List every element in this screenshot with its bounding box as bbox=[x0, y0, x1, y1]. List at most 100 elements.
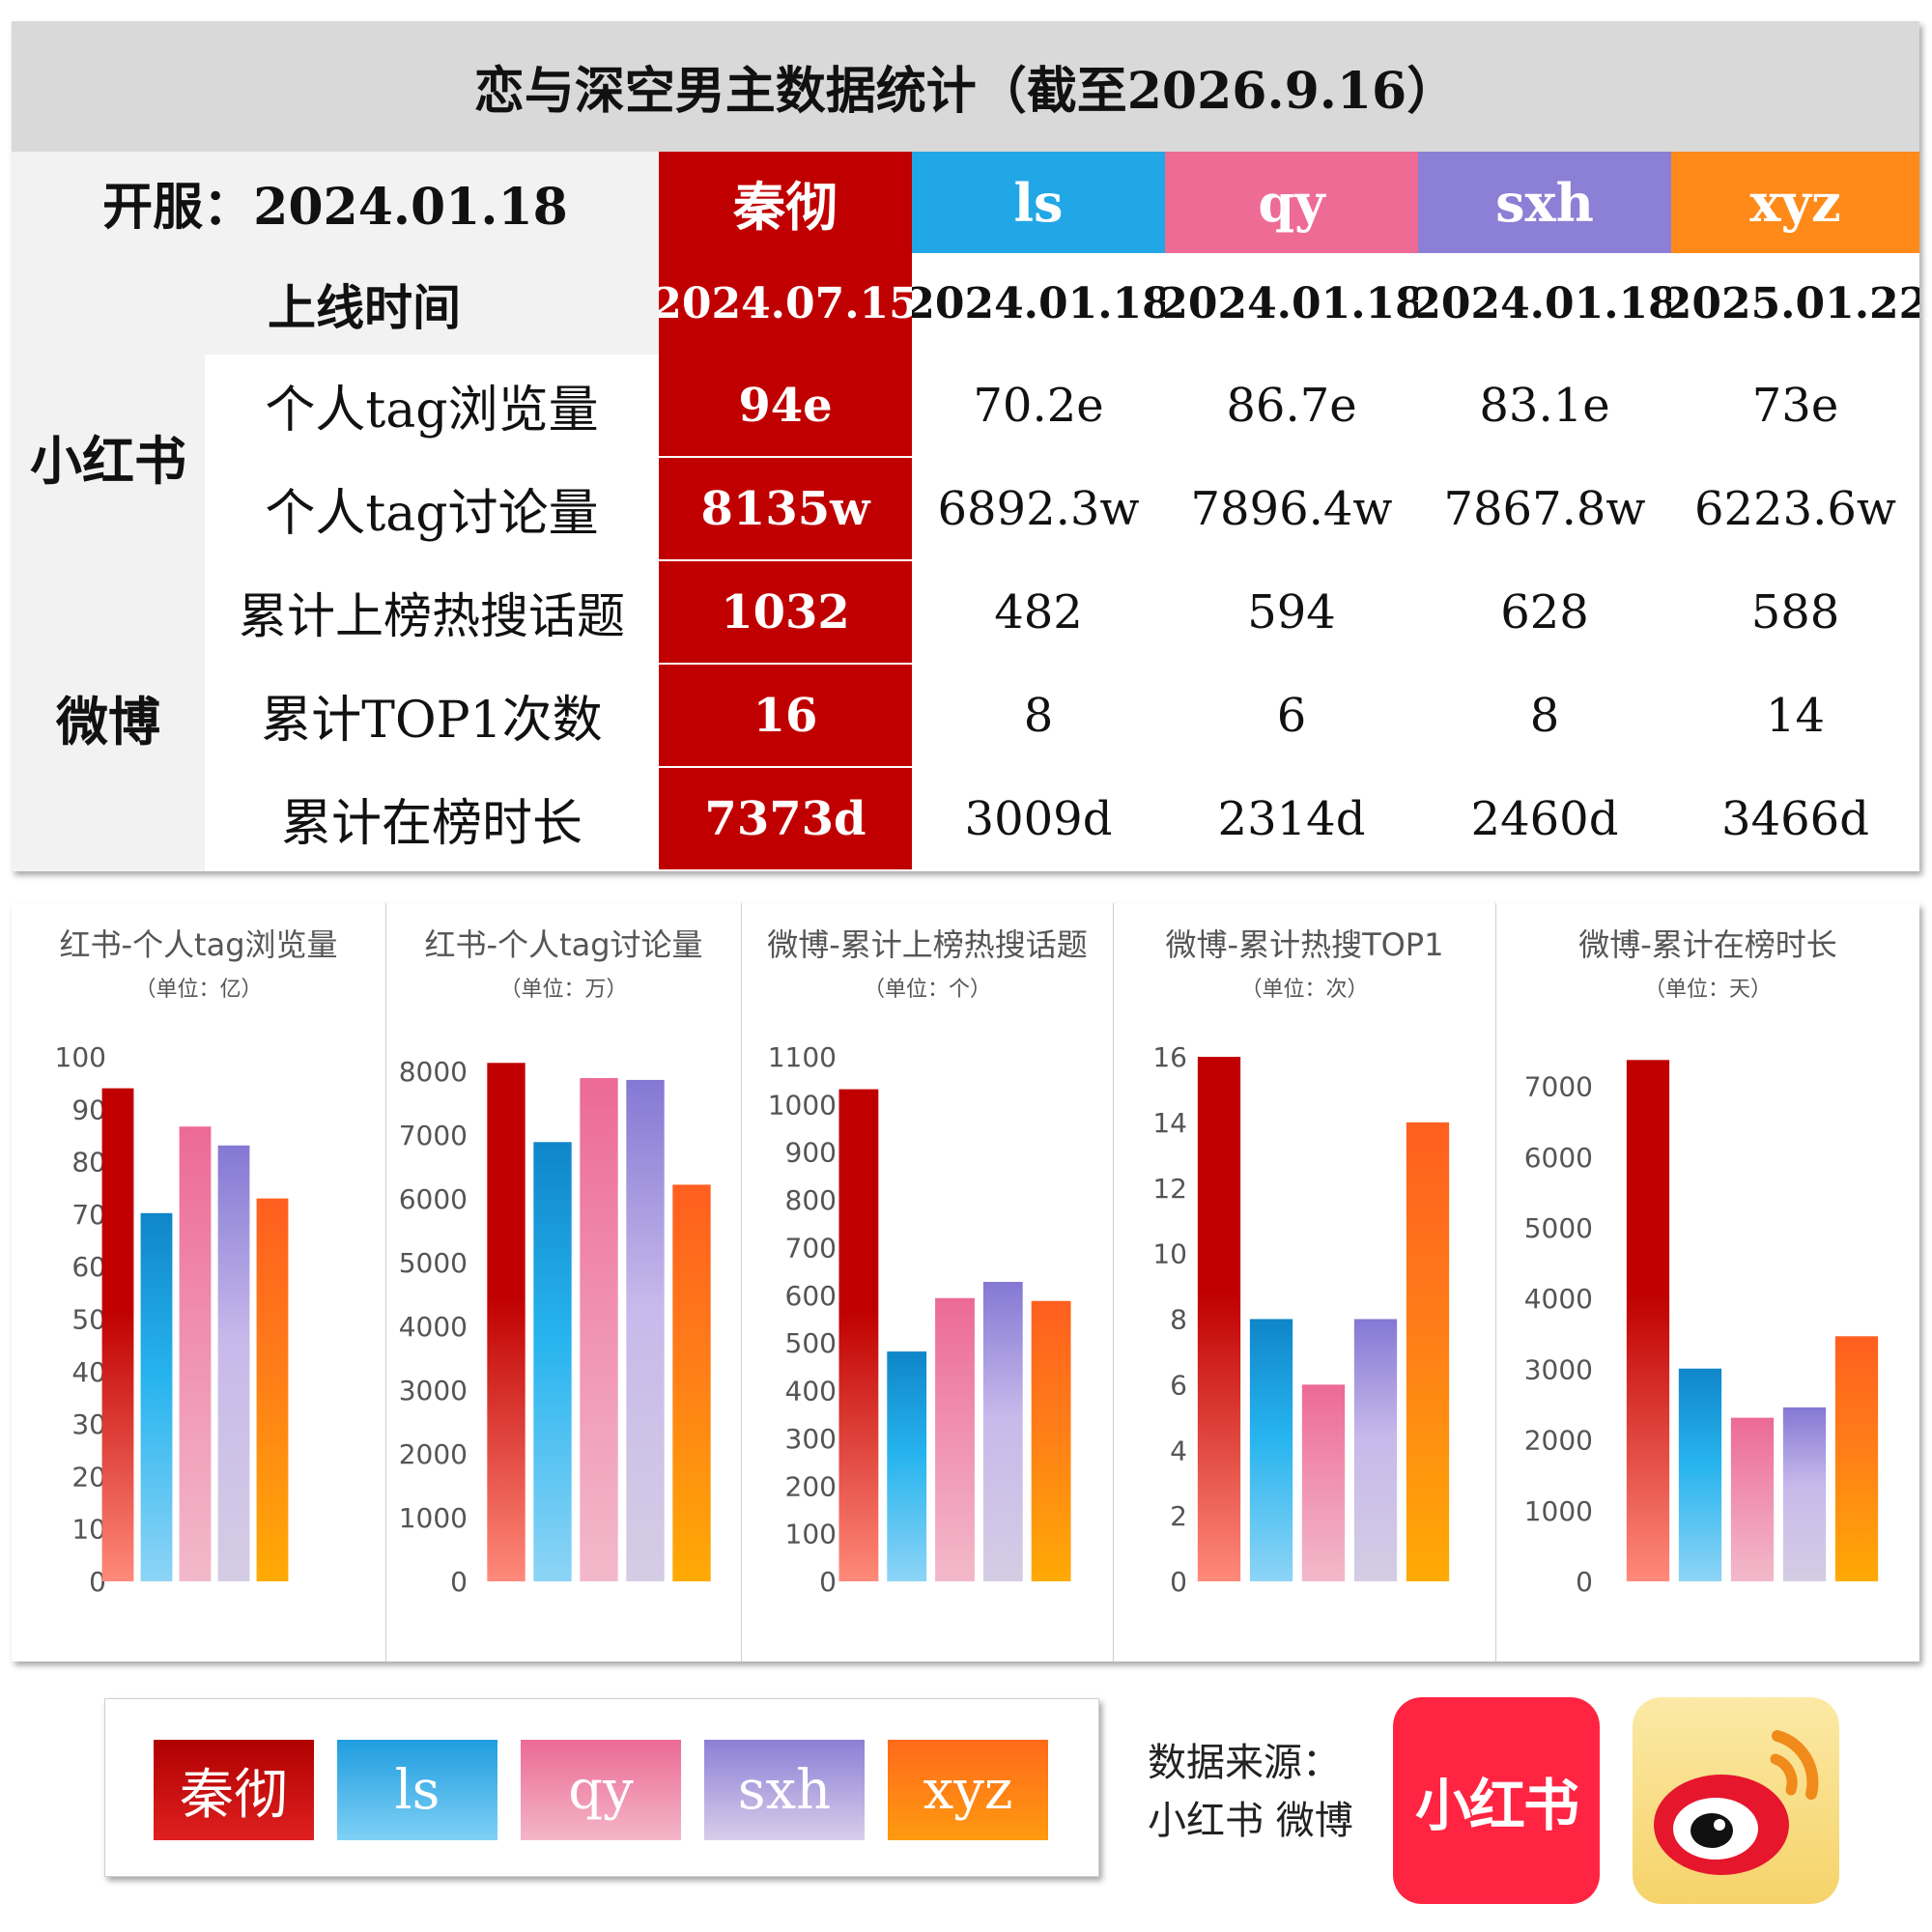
y-tick-label: 0 bbox=[450, 1566, 468, 1598]
y-tick-label: 6 bbox=[1170, 1369, 1187, 1401]
y-tick-label: 600 bbox=[785, 1280, 837, 1312]
metric-label: 累计TOP1次数 bbox=[261, 692, 603, 750]
bar-qinche bbox=[1626, 1060, 1670, 1581]
chart-svg: 0 100 200 300 400 500 600 700 800 900 1000 1100 bbox=[768, 1041, 1071, 1598]
chart-svg: 0 2 4 6 8 10 12 14 16 bbox=[1152, 1041, 1450, 1598]
y-tick-label: 3000 bbox=[399, 1375, 468, 1406]
bar-sxh bbox=[626, 1079, 665, 1581]
y-tick-label: 0 bbox=[1170, 1566, 1187, 1598]
chart-title: 微博-累计在榜时长 （单位：天） bbox=[1578, 926, 1837, 1002]
metric-value: 8 bbox=[1023, 688, 1054, 743]
header-qy: qy bbox=[1165, 152, 1418, 253]
y-tick-label: 1000 bbox=[768, 1089, 837, 1121]
data-source: 数据来源： 小红书 微博 bbox=[1148, 1734, 1399, 1850]
metric-value: 83.1e bbox=[1479, 378, 1610, 433]
bar-xyz bbox=[672, 1184, 711, 1581]
metric-value: 6892.3w bbox=[937, 481, 1140, 536]
y-tick-label: 0 bbox=[1576, 1566, 1593, 1598]
y-tick-label: 800 bbox=[785, 1184, 837, 1216]
chart-title: 红书-个人tag讨论量 （单位：万） bbox=[424, 926, 703, 1002]
y-tick-label: 2 bbox=[1170, 1500, 1187, 1532]
legend-qinche: 秦彻 bbox=[154, 1740, 314, 1840]
data-source-platforms: 小红书 微博 bbox=[1148, 1799, 1353, 1843]
header-xyz: xyz bbox=[1671, 152, 1919, 253]
legend: 秦彻 ls qy sxh xyz bbox=[104, 1698, 1099, 1877]
header-sxh: sxh bbox=[1418, 152, 1671, 253]
y-tick-label: 5000 bbox=[399, 1247, 468, 1279]
metric-value: 8135w bbox=[659, 458, 912, 559]
table-row-launch: 上线时间 2024.07.15 2024.01.18 2024.01.18 20… bbox=[12, 253, 1919, 355]
bar-ls bbox=[887, 1351, 927, 1581]
open-date-label: 开服：2024.01.18 bbox=[12, 152, 659, 253]
bar-qy bbox=[935, 1297, 975, 1581]
bar-qinche bbox=[838, 1089, 879, 1581]
bar-xyz bbox=[1834, 1336, 1879, 1581]
y-tick-label: 1100 bbox=[768, 1041, 837, 1073]
y-tick-label: 6000 bbox=[399, 1183, 468, 1215]
metric-value: 94e bbox=[659, 355, 912, 456]
y-tick-label: 6000 bbox=[1524, 1142, 1593, 1174]
metric-value: 3466d bbox=[1721, 791, 1869, 846]
metric-value: 594 bbox=[1247, 584, 1336, 639]
bar-qinche bbox=[101, 1088, 134, 1581]
table-header-row: 开服：2024.01.18 秦彻 ls qy sxh xyz bbox=[12, 152, 1919, 253]
y-tick-label: 8000 bbox=[399, 1056, 468, 1088]
y-tick-label: 1000 bbox=[399, 1502, 468, 1534]
bar-ls bbox=[1678, 1368, 1722, 1581]
metric-label: 累计在榜时长 bbox=[280, 795, 582, 853]
metric-value: 7896.4w bbox=[1190, 481, 1393, 536]
y-tick-label: 0 bbox=[89, 1566, 106, 1598]
chart-svg: 0 1000 2000 3000 4000 5000 6000 7000 8000 bbox=[399, 1056, 711, 1598]
table-row-metric: 累计上榜热搜话题 1032 482 594 628 588 bbox=[12, 561, 1919, 663]
bar-ls bbox=[1249, 1319, 1293, 1581]
data-source-label: 数据来源： bbox=[1148, 1741, 1341, 1785]
y-tick-label: 16 bbox=[1152, 1041, 1187, 1073]
launch-label: 上线时间 bbox=[12, 253, 659, 355]
metric-value: 7373d bbox=[659, 768, 912, 869]
y-tick-label: 500 bbox=[785, 1327, 837, 1359]
charts-area: 红书-个人tag浏览量 （单位：亿） 0 10 20 30 40 50 60 70 80 90 100… bbox=[12, 903, 1919, 1662]
table-row-metric: 累计TOP1次数 16 8 6 8 14 bbox=[12, 665, 1919, 766]
legend-xyz: xyz bbox=[888, 1740, 1048, 1840]
y-tick-label: 20 bbox=[71, 1461, 106, 1492]
metric-label: 个人tag讨论量 bbox=[265, 485, 599, 543]
metric-value: 628 bbox=[1500, 584, 1589, 639]
chart-xhs-discussions: 红书-个人tag讨论量 （单位：万） 0 1000 2000 3000 4000 5000 6… bbox=[386, 903, 742, 1662]
bar-ls bbox=[533, 1142, 572, 1581]
metric-value: 2314d bbox=[1217, 791, 1366, 846]
bar-sxh bbox=[217, 1145, 250, 1581]
launch-qy: 2024.01.18 bbox=[1165, 279, 1418, 328]
metric-value: 7867.8w bbox=[1443, 481, 1646, 536]
y-tick-label: 70 bbox=[71, 1199, 106, 1231]
y-tick-label: 200 bbox=[785, 1470, 837, 1502]
y-tick-label: 1000 bbox=[1524, 1495, 1593, 1527]
y-tick-label: 10 bbox=[1152, 1238, 1187, 1270]
stats-table: 恋与深空男主数据统计（截至2026.9.16） 开服：2024.01.18 秦彻… bbox=[12, 21, 1919, 871]
y-tick-label: 30 bbox=[71, 1408, 106, 1440]
y-tick-label: 2000 bbox=[1524, 1425, 1593, 1457]
launch-ls: 2024.01.18 bbox=[912, 279, 1165, 328]
metric-label: 累计上榜热搜话题 bbox=[239, 587, 625, 644]
bar-xyz bbox=[256, 1198, 289, 1581]
metric-value: 8 bbox=[1529, 688, 1560, 743]
bar-qy bbox=[1730, 1417, 1775, 1581]
metric-value: 6 bbox=[1276, 688, 1307, 743]
bar-sxh bbox=[1782, 1406, 1827, 1581]
y-tick-label: 4000 bbox=[1524, 1283, 1593, 1315]
metric-value: 14 bbox=[1765, 688, 1826, 743]
legend-ls: ls bbox=[337, 1740, 497, 1840]
y-tick-label: 12 bbox=[1152, 1173, 1187, 1205]
metric-value: 73e bbox=[1751, 378, 1839, 433]
page-title: 恋与深空男主数据统计（截至2026.9.16） bbox=[12, 21, 1919, 152]
section-label-column bbox=[12, 355, 205, 871]
launch-sxh: 2024.01.18 bbox=[1418, 279, 1671, 328]
y-tick-label: 7000 bbox=[1524, 1071, 1593, 1103]
header-qinche: 秦彻 bbox=[659, 152, 912, 253]
y-tick-label: 2000 bbox=[399, 1438, 468, 1470]
chart-weibo-topics: 微博-累计上榜热搜话题 （单位：个） 0 100 200 300 400 500 600 700… bbox=[742, 903, 1114, 1662]
weibo-logo-icon bbox=[1633, 1697, 1839, 1904]
y-tick-label: 8 bbox=[1170, 1304, 1187, 1336]
y-tick-label: 80 bbox=[71, 1147, 106, 1179]
table-row-metric: 个人tag浏览量 94e 70.2e 86.7e 83.1e 73e bbox=[12, 355, 1919, 456]
chart-xhs-views: 红书-个人tag浏览量 （单位：亿） 0 10 20 30 40 50 60 70 80 90 100 bbox=[12, 903, 386, 1662]
